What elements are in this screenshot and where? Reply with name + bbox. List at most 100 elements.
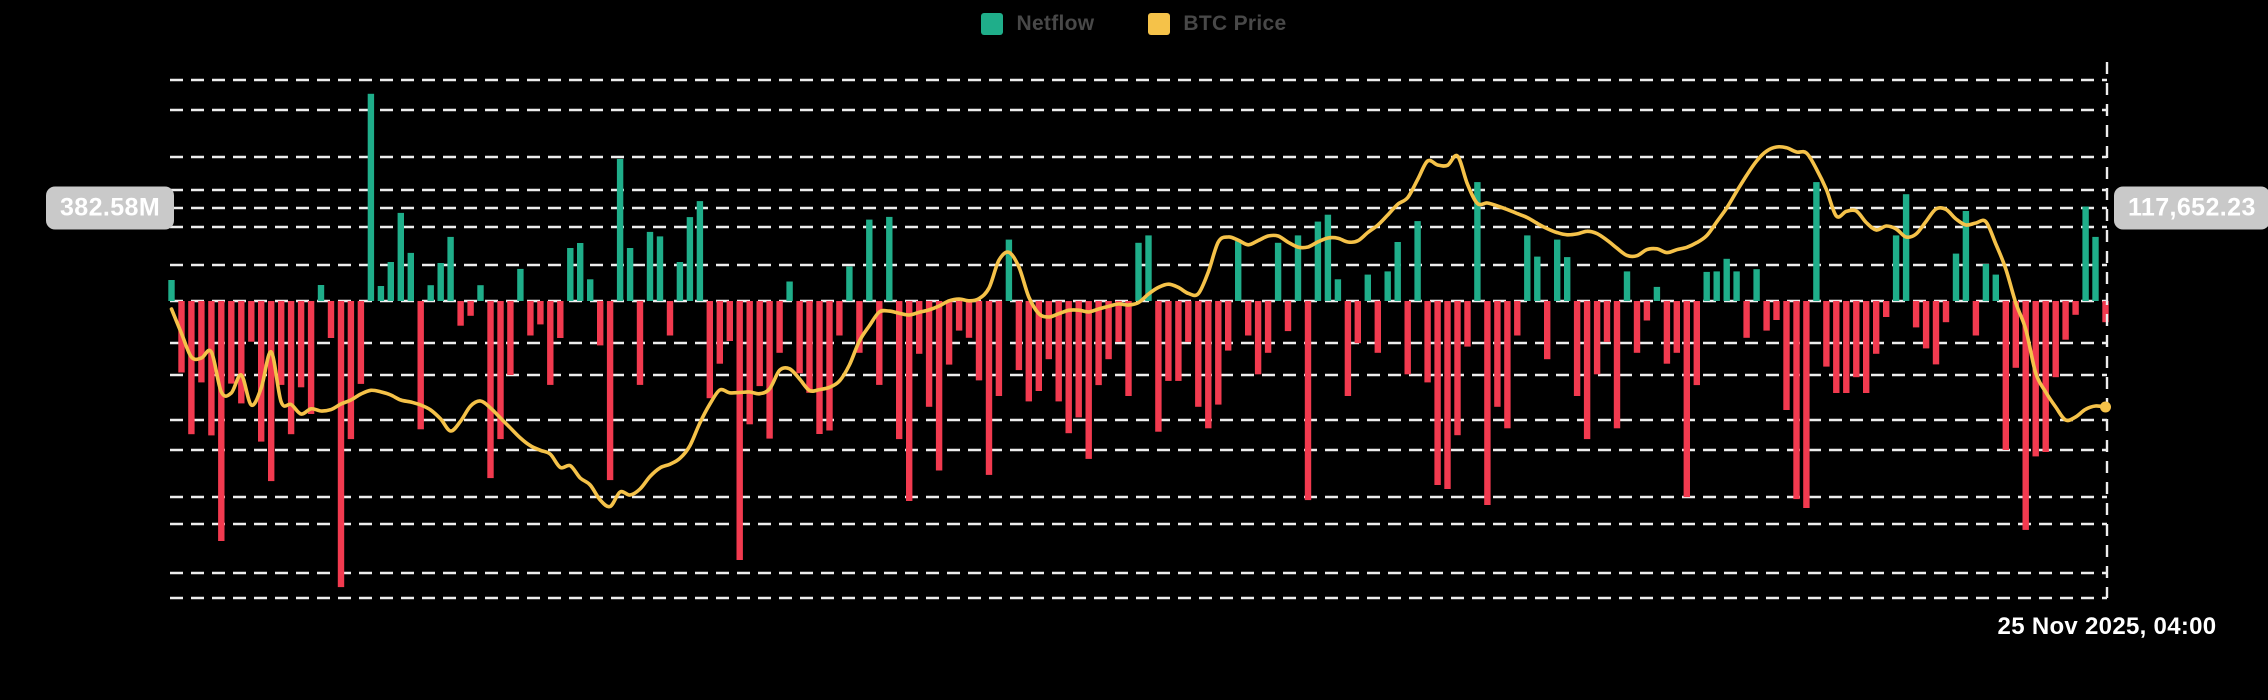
netflow-bar (1583, 301, 1591, 440)
netflow-bar (297, 301, 305, 388)
netflow-bar (746, 301, 753, 425)
netflow-bar (1075, 301, 1082, 418)
netflow-bar (616, 158, 624, 301)
netflow-bar (1274, 242, 1282, 301)
netflow-bar (626, 248, 634, 301)
netflow-bar (1573, 301, 1581, 396)
netflow-bar (1952, 253, 1960, 301)
netflow-bar (1863, 301, 1870, 393)
netflow-bar (238, 301, 245, 404)
netflow-bar (188, 301, 195, 435)
legend-item-btc-price[interactable]: BTC Price (1148, 12, 1286, 36)
netflow-bar (1215, 301, 1222, 405)
netflow-bar (437, 263, 444, 301)
netflow-bar (696, 201, 704, 301)
netflow-bar (1853, 301, 1860, 378)
netflow-bar (1105, 301, 1112, 360)
netflow-bar (836, 301, 843, 336)
netflow-bar (557, 301, 564, 338)
netflow-bar (1504, 301, 1511, 429)
netflow-bar (766, 301, 773, 439)
netflow-bar (1484, 301, 1491, 505)
netflow-bar (258, 301, 265, 442)
btc-price-line (169, 144, 2108, 509)
netflow-bar (278, 301, 285, 385)
netflow-bar (1554, 239, 1561, 301)
right-axis-value-badge: 117,652.23 (2114, 186, 2268, 230)
netflow-bar (1663, 301, 1671, 364)
netflow-bar (1813, 182, 1820, 301)
netflow-bar (1514, 301, 1521, 336)
netflow-bar (2102, 301, 2109, 323)
netflow-bar (577, 243, 584, 301)
netflow-bar (666, 301, 674, 336)
netflow-bar (367, 93, 375, 301)
netflow-bar (1982, 264, 1990, 301)
netflow-bar (1962, 211, 1970, 301)
netflow-bar (676, 262, 684, 301)
netflow-bar (1264, 301, 1272, 353)
netflow-bar (985, 301, 993, 475)
netflow-bar (1593, 301, 1601, 375)
netflow-bar (935, 301, 943, 471)
netflow-bar (1703, 271, 1710, 301)
netflow-bar (407, 252, 414, 301)
netflow-bar (1902, 194, 1910, 301)
netflow-bar (1613, 301, 1621, 429)
netflow-bar (1773, 301, 1780, 320)
netflow-bar (726, 301, 733, 341)
netflow-bar (786, 281, 793, 301)
netflow-bar (1464, 301, 1471, 347)
netflow-bar (1603, 301, 1611, 342)
netflow-bar (656, 236, 664, 301)
netflow-bar (1883, 301, 1890, 317)
crosshair-date-label: 25 Nov 2025, 04:00 (1997, 613, 2217, 640)
netflow-bar (995, 301, 1003, 396)
netflow-bar (1225, 301, 1232, 351)
netflow-bar (1723, 258, 1730, 301)
netflow-bar (1384, 271, 1391, 301)
netflow-bar (218, 301, 225, 541)
netflow-bar (2062, 301, 2069, 340)
netflow-bar (945, 301, 953, 365)
netflow-bar (1823, 301, 1830, 367)
netflow-bar (1165, 301, 1172, 381)
netflow-bar (1125, 301, 1132, 396)
netflow-bar (2092, 236, 2099, 301)
netflow-bar (1892, 235, 1900, 301)
netflow-bar (975, 301, 983, 381)
netflow-bar (1843, 301, 1850, 393)
netflow-bar (1185, 301, 1192, 342)
netflow-bar (1055, 301, 1062, 402)
netflow-bar (587, 279, 594, 301)
legend-item-netflow[interactable]: Netflow (981, 12, 1094, 36)
netflow-bar (1095, 301, 1102, 386)
netflow-bar (1434, 301, 1441, 485)
netflow-bar (906, 301, 913, 501)
netflow-bar (467, 301, 474, 316)
netflow-bar (1673, 301, 1680, 353)
netflow-bar (796, 301, 803, 374)
netflow-bar (417, 301, 424, 430)
netflow-bar (1035, 301, 1042, 391)
netflow-bar (317, 285, 325, 301)
netflow-bar (1334, 279, 1342, 301)
netflow-bar (2012, 301, 2019, 368)
netflow-bar (1534, 256, 1541, 301)
netflow-bar (686, 217, 694, 301)
netflow-bar (1115, 301, 1122, 342)
netflow-bar (1733, 271, 1740, 301)
netflow-bar (198, 301, 205, 383)
netflow-bar (636, 301, 644, 385)
left-axis-value-badge: 382.58M (46, 186, 175, 230)
netflow-bar (1015, 301, 1023, 371)
netflow-bar (507, 301, 514, 375)
netflow-bar (447, 236, 454, 301)
netflow-bar (1494, 301, 1501, 407)
netflow-bar (1235, 241, 1242, 301)
netflow-bar (2032, 301, 2039, 457)
netflow-bar (2082, 206, 2089, 301)
netflow-bar (806, 301, 813, 393)
